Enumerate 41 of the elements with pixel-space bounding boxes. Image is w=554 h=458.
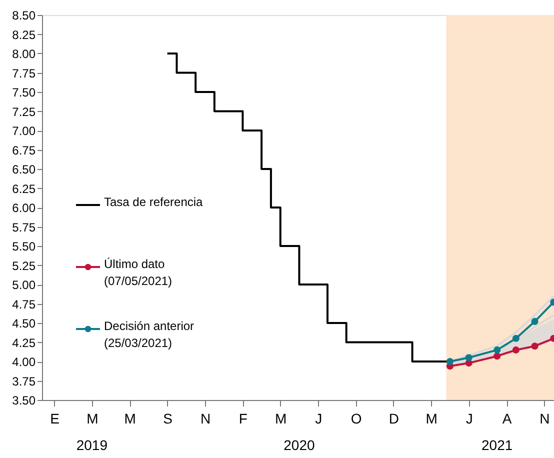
y-tick-label: 3.50	[12, 394, 36, 408]
y-tick-label: 4.50	[12, 316, 36, 330]
x-tick-label: M	[86, 410, 98, 426]
y-tick-label: 8.25	[12, 28, 36, 42]
x-tick-label: E	[50, 410, 60, 426]
text: 2021	[482, 437, 513, 453]
y-tick-label: 7.00	[12, 124, 36, 138]
x-tick-label: S	[163, 410, 172, 426]
x-tick-label: M	[124, 410, 136, 426]
x-tick-label: N	[540, 410, 550, 426]
legend-label: Último dato (07/05/2021)	[104, 257, 172, 288]
y-tick-label: 6.75	[12, 143, 36, 158]
y-tick-label: 4.00	[12, 355, 36, 369]
y-tick-label: 6.50	[12, 162, 36, 176]
y-tick-label: 3.75	[12, 374, 36, 388]
x-tick-label: J	[315, 410, 322, 426]
y-tick-label: 6.00	[12, 201, 36, 215]
y-tick-label: 7.75	[12, 66, 36, 80]
legend-label: Tasa de referencia	[104, 195, 204, 209]
x-tick-label: M	[275, 410, 287, 426]
text: 2020	[284, 437, 316, 453]
x-tick-label: M	[426, 410, 438, 426]
y-tick-label: 5.00	[12, 278, 36, 292]
y-tick-label: 5.75	[12, 220, 36, 234]
y-tick-label: 5.50	[12, 240, 36, 254]
x-tick-label: O	[350, 410, 362, 426]
y-tick-label: 7.50	[12, 86, 36, 100]
y-tick-label: 6.25	[12, 182, 36, 196]
x-tick-label: A	[502, 410, 512, 426]
y-tick-label: 8.00	[12, 47, 36, 61]
x-tick-label: F	[238, 410, 248, 426]
x-tick-label: J	[466, 410, 473, 426]
y-tick-label: 4.25	[12, 336, 36, 350]
y-tick-label: 8.50	[12, 8, 36, 22]
x-tick-label: D	[388, 410, 400, 426]
text: 2019	[76, 437, 108, 453]
y-tick-label: 5.25	[12, 258, 36, 273]
y-tick-label: 7.25	[12, 104, 36, 119]
legend-label: Decisión anterior (25/03/2021)	[104, 319, 194, 350]
y-tick-label: 4.75	[12, 297, 36, 312]
x-tick-label: N	[200, 410, 211, 426]
